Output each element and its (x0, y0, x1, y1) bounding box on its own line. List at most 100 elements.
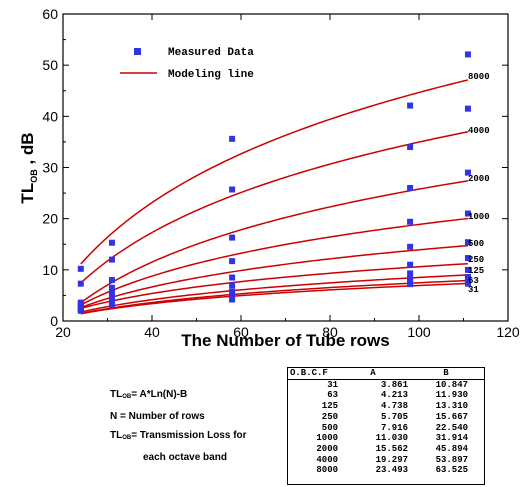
measured-point (229, 258, 236, 265)
x-tick-label: 40 (144, 324, 160, 340)
curve-label-63: 63 (468, 276, 479, 286)
measured-point (108, 294, 115, 301)
x-tick-label: 60 (233, 324, 249, 340)
measured-point (229, 135, 236, 142)
table-row: 2000 15.562 45.894 (288, 444, 484, 455)
model-line-250 (80, 262, 468, 310)
table-cell-obcf: 4000 (316, 454, 338, 465)
table-row: 250 5.705 15.667 (288, 412, 484, 423)
formula-tl: TL (110, 389, 123, 400)
legend-label-measured: Measured Data (168, 47, 254, 59)
measured-point (229, 282, 236, 289)
formula-expression: = A*Ln(N)-B (131, 389, 188, 400)
model-line-500 (80, 244, 469, 309)
table-cell-a: 5.705 (380, 411, 408, 422)
table-cell-b: 10.847 (435, 379, 468, 390)
table-row: 1000 11.030 31.914 (288, 433, 484, 444)
table-cell-obcf: 125 (321, 401, 338, 412)
measured-point (464, 210, 471, 217)
y-tick-label: 20 (42, 211, 58, 227)
measured-point (464, 51, 471, 58)
x-tick-label: 120 (496, 324, 520, 340)
measured-point (407, 102, 414, 109)
y-tick-label: 40 (42, 108, 58, 124)
measured-point (77, 280, 84, 287)
table-cell-a: 11.030 (375, 433, 408, 444)
table-cell-a: 7.916 (380, 422, 408, 433)
table-header-obcf: O.B.C.F (290, 368, 328, 378)
y-tick-label: 10 (42, 262, 58, 278)
table-row: 8000 23.493 63.525 (288, 465, 484, 476)
x-tick-label: 80 (322, 324, 338, 340)
model-line-8000 (80, 79, 469, 265)
table-cell-a: 23.493 (375, 465, 408, 476)
table-cell-obcf: 2000 (316, 443, 338, 454)
formula-tl-2: TL (110, 430, 123, 441)
measured-point (407, 276, 414, 283)
curve-label-125: 125 (468, 266, 484, 276)
table-cell-obcf: 500 (321, 422, 338, 433)
model-line-2000 (80, 180, 469, 304)
measured-point (464, 278, 471, 285)
measured-point (77, 299, 84, 306)
table-cell-a: 3.861 (380, 379, 408, 390)
table-cell-b: 13.310 (435, 401, 468, 412)
measured-point (229, 186, 236, 193)
measured-point (407, 261, 414, 268)
model-line-125 (80, 274, 468, 313)
table-row: 500 7.916 22.540 (288, 423, 484, 434)
table-cell-b: 45.894 (435, 443, 468, 454)
curve-label-2000: 2000 (468, 174, 490, 184)
formula-block: TLOB= A*Ln(N)-B N = Number of rows TLOB=… (110, 385, 260, 467)
formula-line-1: TLOB= A*Ln(N)-B (110, 385, 260, 407)
table-cell-obcf: 63 (327, 390, 338, 401)
measured-point (464, 239, 471, 246)
y-tick-label: 50 (42, 57, 58, 73)
curve-label-250: 250 (468, 255, 484, 265)
model-line-4000 (80, 131, 469, 284)
measured-point (407, 218, 414, 225)
curve-label-1000: 1000 (468, 212, 490, 222)
table-cell-a: 19.297 (375, 454, 408, 465)
table-cell-b: 63.525 (435, 465, 468, 476)
table-cell-obcf: 8000 (316, 465, 338, 476)
table-cell-obcf: 1000 (316, 433, 338, 444)
table-cell-a: 4.738 (380, 401, 408, 412)
model-line-31 (80, 282, 468, 315)
table-cell-obcf: 250 (321, 411, 338, 422)
curve-label-31: 31 (468, 285, 479, 295)
measured-point (108, 284, 115, 291)
curve-label-500: 500 (468, 239, 484, 249)
coefficient-table: O.B.C.F A B 31 3.861 10.847 63 4.213 11.930 12… (287, 367, 485, 485)
table-cell-b: 15.667 (435, 411, 468, 422)
table-header-b: B (443, 368, 449, 378)
measured-point (108, 297, 115, 304)
table-row: 4000 19.297 53.897 (288, 455, 484, 466)
table-row: 125 4.738 13.310 (288, 401, 484, 412)
x-tick-label: 20 (55, 324, 71, 340)
y-tick-label: 0 (50, 313, 58, 329)
measured-point (407, 184, 414, 191)
table-row: 31 3.861 10.847 (288, 379, 484, 390)
model-line-63 (80, 279, 468, 315)
plot-frame (62, 13, 509, 322)
table-row: 63 4.213 11.930 (288, 390, 484, 401)
formula-line-3: TLOB= Transmission Loss for (110, 426, 260, 448)
measured-point (108, 290, 115, 297)
x-axis-title: The Number of Tube rows (181, 331, 389, 350)
measured-point (407, 279, 414, 286)
measured-point (108, 277, 115, 284)
measured-point (229, 292, 236, 299)
measured-point (229, 234, 236, 241)
formula-line-2: N = Number of rows (110, 411, 205, 422)
measured-point (407, 144, 414, 151)
measured-point (108, 256, 115, 263)
measured-point (77, 265, 84, 272)
y-axis-title: TLOB , dB (18, 132, 39, 203)
table-header-row: O.B.C.F A B (288, 368, 484, 380)
measured-point (229, 288, 236, 295)
legend-marker-measured (134, 48, 141, 55)
table-cell-b: 31.914 (435, 433, 468, 444)
